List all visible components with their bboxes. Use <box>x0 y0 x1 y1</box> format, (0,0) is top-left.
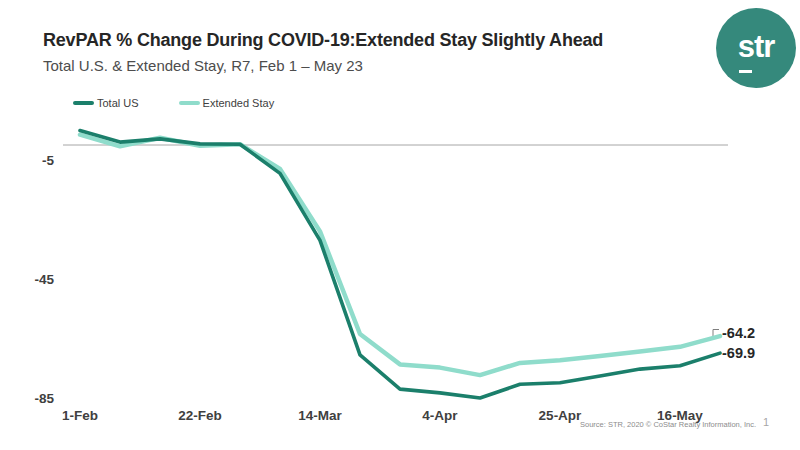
y-tick-label: -85 <box>18 391 54 406</box>
slide: RevPAR % Change During COVID-19:Extended… <box>0 0 800 450</box>
series-line-total-us <box>80 131 720 399</box>
line-chart <box>0 0 800 450</box>
series-line-extended-stay <box>80 135 720 375</box>
x-tick-label: 4-Apr <box>405 408 475 423</box>
y-tick-label: -5 <box>18 153 54 168</box>
y-tick-label: -45 <box>18 272 54 287</box>
source-attribution: Source: STR, 2020 © CoStar Realty Inform… <box>580 420 756 429</box>
end-label-total-us: -69.9 <box>722 345 755 361</box>
x-tick-label: 22-Feb <box>165 408 235 423</box>
x-tick-label: 14-Mar <box>285 408 355 423</box>
x-tick-label: 1-Feb <box>45 408 115 423</box>
page-number: 1 <box>763 416 769 428</box>
end-label-extended-stay: -64.2 <box>722 325 755 341</box>
